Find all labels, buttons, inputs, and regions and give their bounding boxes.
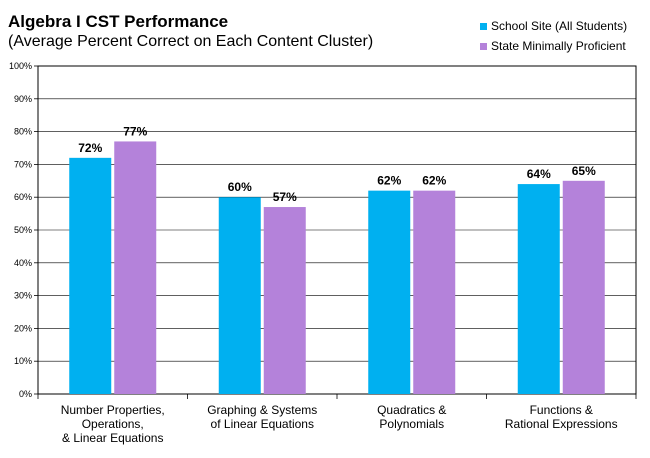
category-label: Graphing & Systems: [207, 403, 317, 417]
data-label: 62%: [422, 174, 446, 188]
data-label: 60%: [228, 180, 252, 194]
y-tick-label: 100%: [9, 61, 32, 71]
bar: [114, 141, 157, 394]
y-tick-label: 20%: [14, 323, 32, 333]
bar: [368, 190, 411, 394]
category-label: Quadratics &: [377, 403, 446, 417]
data-label: 72%: [78, 141, 102, 155]
y-tick-label: 40%: [14, 258, 32, 268]
bar: [562, 180, 605, 394]
y-tick-label: 10%: [14, 356, 32, 366]
data-label: 57%: [273, 190, 297, 204]
title-block: Algebra I CST Performance (Average Perce…: [8, 12, 373, 52]
legend-label-school-site: School Site (All Students): [491, 19, 628, 33]
y-tick-label: 90%: [14, 94, 32, 104]
legend: School Site (All Students) State Minimal…: [480, 16, 627, 56]
chart-subtitle: (Average Percent Correct on Each Content…: [8, 33, 374, 50]
category-label: Rational Expressions: [505, 417, 618, 431]
y-tick-label: 0%: [19, 389, 32, 399]
chart-title: Algebra I CST Performance: [8, 12, 229, 31]
category-label: of Linear Equations: [211, 417, 314, 431]
bar: [69, 157, 112, 394]
bar: [517, 184, 560, 394]
y-tick-label: 60%: [14, 192, 32, 202]
legend-item-state: State Minimally Proficient: [480, 36, 627, 56]
data-label: 77%: [123, 124, 147, 138]
y-tick-label: 80%: [14, 127, 32, 137]
legend-swatch-school-site: [480, 22, 487, 30]
data-label: 62%: [377, 174, 401, 188]
category-label: Number Properties,: [61, 403, 165, 417]
y-tick-label: 50%: [14, 225, 32, 235]
bar: [413, 190, 456, 394]
bar: [218, 197, 261, 394]
y-tick-label: 70%: [14, 159, 32, 169]
bar: [263, 207, 306, 394]
category-label: & Linear Equations: [62, 431, 163, 445]
legend-label-state: State Minimally Proficient: [491, 39, 626, 53]
y-tick-label: 30%: [14, 291, 32, 301]
legend-item-school-site: School Site (All Students): [480, 16, 627, 36]
category-label: Polynomials: [379, 417, 444, 431]
category-label: Operations,: [82, 417, 144, 431]
legend-swatch-state: [480, 42, 487, 50]
category-label: Functions &: [530, 403, 593, 417]
data-label: 64%: [527, 167, 551, 181]
data-label: 65%: [572, 164, 596, 178]
